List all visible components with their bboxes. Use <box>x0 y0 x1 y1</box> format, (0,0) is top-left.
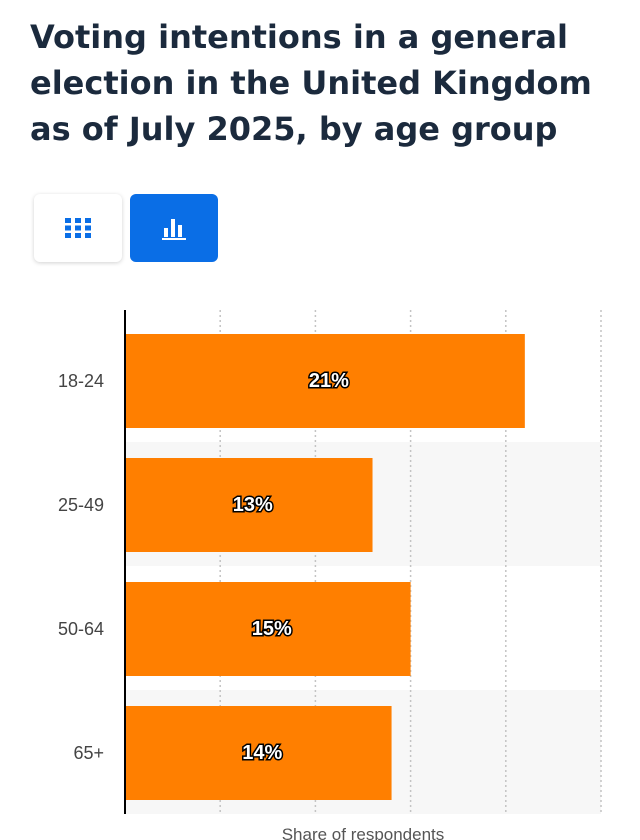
bar-25-49 <box>125 458 373 552</box>
chart-view-button[interactable] <box>130 194 218 262</box>
category-label: 65+ <box>73 743 104 763</box>
category-label: 18-24 <box>58 371 104 391</box>
grid-table-icon <box>65 218 91 238</box>
category-label: 50-64 <box>58 619 104 639</box>
bar-chart-icon <box>162 219 186 240</box>
bar-18-24 <box>125 334 525 428</box>
category-label: 25-49 <box>58 495 104 515</box>
chart-title: Voting intentions in a general election … <box>30 18 592 148</box>
bar-chart: 18-24 21% 25-49 13% 50-64 15% 65+ 14% Share of r… <box>58 310 602 840</box>
value-label: 14% <box>242 742 282 764</box>
bar-65+ <box>125 706 392 800</box>
table-view-button[interactable] <box>34 194 122 262</box>
value-label: 21% <box>309 370 349 392</box>
value-label: 15% <box>252 618 292 640</box>
bar-50-64 <box>125 582 411 676</box>
value-label: 13% <box>233 494 273 516</box>
x-axis-title: Share of respondents <box>282 825 445 840</box>
